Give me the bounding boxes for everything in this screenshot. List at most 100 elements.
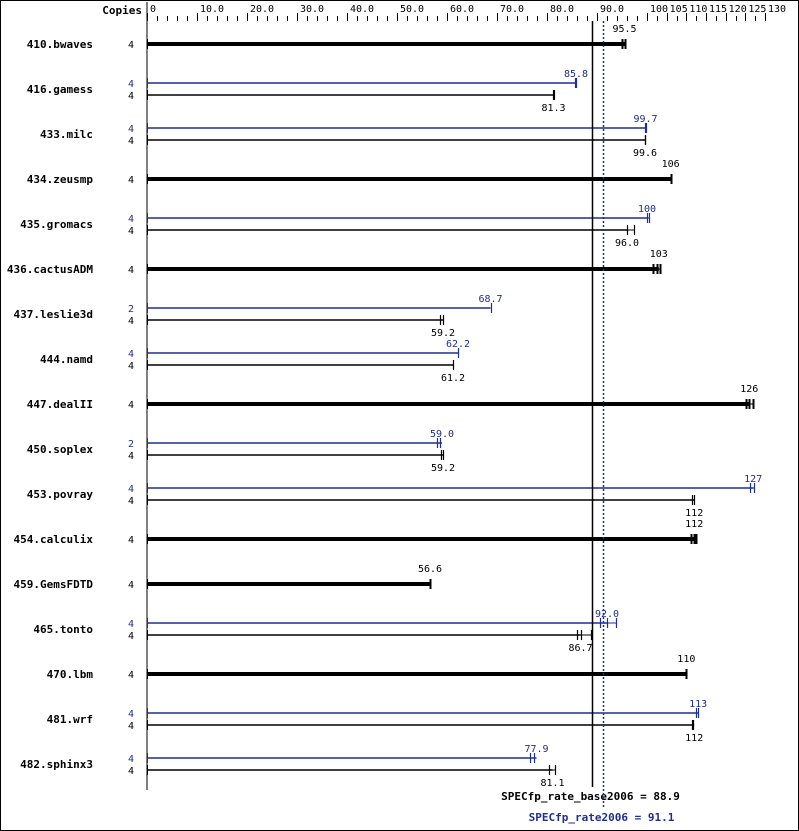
copies-label: 2 bbox=[128, 439, 134, 450]
value-label: 61.2 bbox=[441, 373, 465, 384]
benchmark-name: 459.GemsFDTD bbox=[14, 578, 94, 591]
value-label: 85.8 bbox=[564, 69, 588, 80]
value-label: 99.7 bbox=[633, 114, 657, 125]
copies-label: 4 bbox=[128, 349, 134, 360]
value-label: 96.0 bbox=[615, 238, 639, 249]
copies-label: 4 bbox=[128, 709, 134, 720]
benchmark-row: 450.soplex 2 59.0 4 59.2 bbox=[27, 429, 455, 474]
benchmark-name: 410.bwaves bbox=[27, 38, 93, 51]
value-label: 92.0 bbox=[595, 609, 619, 620]
value-label: 100 bbox=[638, 204, 656, 215]
benchmark-row: 433.milc 4 99.7 4 99.6 bbox=[40, 114, 658, 159]
x-axis: 0 10.0 20.0 30.0 40.0 50.0 60.0 70.0 80.0 90.0 100… bbox=[146, 2, 786, 790]
benchmark-row: 444.namd 4 62.2 4 61.2 bbox=[40, 339, 470, 384]
copies-label: 4 bbox=[128, 721, 134, 732]
value-label: 127 bbox=[744, 474, 762, 485]
tick-label: 20.0 bbox=[250, 4, 274, 15]
value-label: 81.1 bbox=[540, 778, 564, 789]
tick-label: 0 bbox=[150, 4, 156, 15]
benchmark-name: 450.soplex bbox=[27, 443, 94, 456]
copies-label: 4 bbox=[128, 214, 134, 225]
benchmark-name: 437.leslie3d bbox=[14, 308, 93, 321]
value-label: 112 bbox=[685, 519, 703, 530]
benchmark-row: 482.sphinx3 4 77.9 4 81.1 bbox=[20, 744, 564, 789]
tick-label: 105 bbox=[670, 4, 688, 15]
benchmark-row: 481.wrf 4 113 4 112 bbox=[47, 699, 708, 744]
value-label: 59.2 bbox=[431, 328, 455, 339]
value-label: 95.5 bbox=[612, 24, 636, 35]
value-label: 56.6 bbox=[418, 564, 442, 575]
tick-label: 40.0 bbox=[350, 4, 374, 15]
copies-label: 4 bbox=[128, 496, 134, 507]
copies-label: 4 bbox=[128, 451, 134, 462]
copies-label: 4 bbox=[128, 535, 134, 546]
tick-label: 50.0 bbox=[400, 4, 424, 15]
benchmark-row: 410.bwaves 4 95.5 bbox=[27, 24, 637, 51]
benchmark-row: 470.lbm 4 110 bbox=[47, 654, 696, 681]
value-label: 112 bbox=[685, 508, 703, 519]
tick-label: 130 bbox=[768, 4, 786, 15]
benchmark-row: 434.zeusmp 4 106 bbox=[27, 159, 680, 186]
benchmark-row: 436.cactusADM 4 103 bbox=[7, 249, 668, 276]
copies-label: 2 bbox=[128, 304, 134, 315]
copies-label: 4 bbox=[128, 400, 134, 411]
copies-label: 4 bbox=[128, 361, 134, 372]
value-label: 59.0 bbox=[430, 429, 454, 440]
tick-label: 125 bbox=[748, 4, 766, 15]
copies-label: 4 bbox=[128, 124, 134, 135]
value-label: 99.6 bbox=[633, 148, 657, 159]
value-label: 62.2 bbox=[446, 339, 470, 350]
tick-label: 100 bbox=[650, 4, 668, 15]
value-label: 59.2 bbox=[431, 463, 455, 474]
tick-label: 60.0 bbox=[450, 4, 474, 15]
benchmark-row: 435.gromacs 4 100 4 96.0 bbox=[20, 204, 656, 249]
benchmark-name: 444.namd bbox=[40, 353, 93, 366]
value-label: 126 bbox=[740, 384, 758, 395]
benchmark-name: 416.gamess bbox=[27, 83, 93, 96]
value-label: 106 bbox=[662, 159, 680, 170]
copies-label: 4 bbox=[128, 670, 134, 681]
copies-label: 4 bbox=[128, 631, 134, 642]
copies-label: 4 bbox=[128, 40, 134, 51]
benchmark-name: 433.milc bbox=[40, 128, 93, 141]
value-label: 81.3 bbox=[541, 103, 565, 114]
value-label: 103 bbox=[650, 249, 668, 260]
benchmark-row: 437.leslie3d 2 68.7 4 59.2 bbox=[14, 294, 503, 339]
tick-label: 80.0 bbox=[550, 4, 574, 15]
value-label: 110 bbox=[677, 654, 695, 665]
tick-label: 110 bbox=[689, 4, 707, 15]
benchmark-name: 482.sphinx3 bbox=[20, 758, 93, 771]
tick-label: 90.0 bbox=[600, 4, 624, 15]
benchmark-name: 436.cactusADM bbox=[7, 263, 93, 276]
copies-label: 4 bbox=[128, 766, 134, 777]
value-label: 112 bbox=[685, 733, 703, 744]
benchmark-name: 435.gromacs bbox=[20, 218, 93, 231]
benchmark-row: 453.povray 4 127 4 112 bbox=[27, 474, 762, 519]
copies-label: 4 bbox=[128, 619, 134, 630]
copies-label: 4 bbox=[128, 265, 134, 276]
tick-label: 30.0 bbox=[300, 4, 324, 15]
base-reference-label: SPECfp_rate_base2006 = 88.9 bbox=[501, 790, 680, 803]
copies-label: 4 bbox=[128, 580, 134, 591]
benchmark-row: 465.tonto 4 92.0 4 86.7 bbox=[33, 609, 619, 654]
copies-label: 4 bbox=[128, 226, 134, 237]
value-label: 86.7 bbox=[568, 643, 592, 654]
benchmark-name: 447.dealII bbox=[27, 398, 93, 411]
benchmark-row: 459.GemsFDTD 4 56.6 bbox=[14, 564, 443, 591]
copies-label: 4 bbox=[128, 754, 134, 765]
copies-label: 4 bbox=[128, 316, 134, 327]
peak-reference-label: SPECfp_rate2006 = 91.1 bbox=[529, 811, 675, 824]
value-label: 113 bbox=[689, 699, 707, 710]
copies-label: 4 bbox=[128, 79, 134, 90]
tick-label: 120 bbox=[729, 4, 747, 15]
benchmark-name: 454.calculix bbox=[14, 533, 94, 546]
benchmark-bars: 410.bwaves 4 95.5 416.gamess 4 85.8 4 81.3 433.m… bbox=[7, 24, 762, 789]
value-label: 68.7 bbox=[478, 294, 502, 305]
copies-label: 4 bbox=[128, 484, 134, 495]
tick-label: 70.0 bbox=[500, 4, 524, 15]
benchmark-row: 416.gamess 4 85.8 4 81.3 bbox=[27, 69, 588, 114]
reference-lines: SPECfp_rate_base2006 = 88.9 SPECfp_rate20… bbox=[501, 21, 680, 824]
copies-label: 4 bbox=[128, 175, 134, 186]
